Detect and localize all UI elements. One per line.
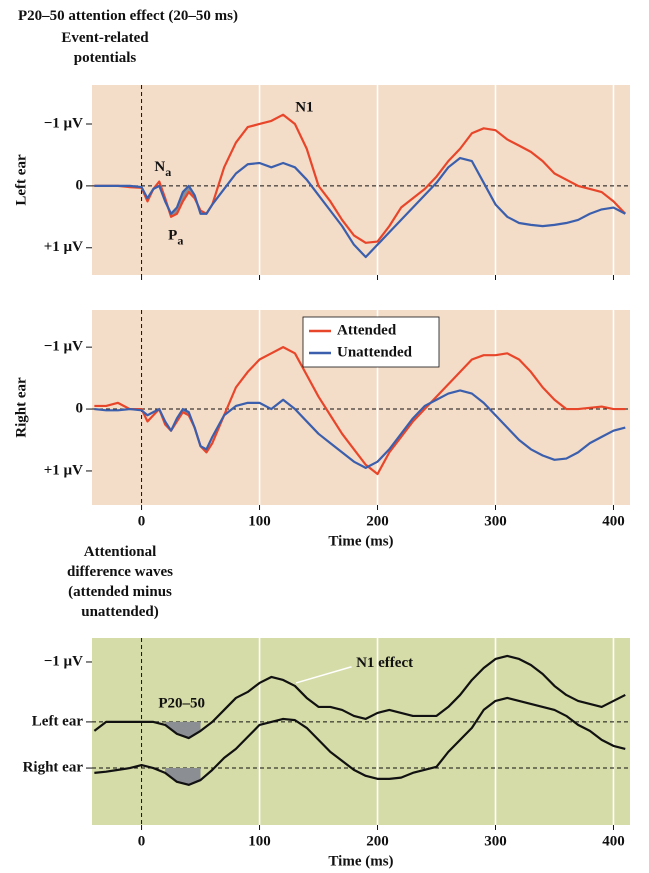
legend-label: Unattended bbox=[337, 344, 413, 360]
x-tick-label: 300 bbox=[484, 833, 507, 849]
y-tick-label: −1 µV bbox=[44, 653, 83, 669]
y-axis-label: Left ear bbox=[13, 154, 29, 206]
annotation: P20–50 bbox=[158, 695, 205, 711]
x-tick-label: 100 bbox=[248, 833, 271, 849]
legend-label: Attended bbox=[337, 322, 397, 338]
annotation: Pa bbox=[168, 228, 183, 247]
annotation-leader bbox=[295, 666, 352, 684]
shaded-area bbox=[165, 721, 201, 739]
x-tick-label: 100 bbox=[248, 513, 271, 529]
x-tick-label: 300 bbox=[484, 513, 507, 529]
y-tick-label: −1 µV bbox=[44, 115, 83, 131]
plot-background bbox=[92, 85, 630, 275]
y-tick-label: Right ear bbox=[23, 759, 84, 775]
x-axis-label: Time (ms) bbox=[328, 853, 393, 869]
annotation-main: P bbox=[168, 228, 177, 244]
x-tick-label: 200 bbox=[366, 833, 389, 849]
legend-box bbox=[302, 316, 440, 368]
x-tick-label: 0 bbox=[138, 833, 146, 849]
annotation-main: N bbox=[154, 159, 165, 175]
panel-title: Event-related potentials bbox=[61, 30, 149, 66]
y-tick-label: +1 µV bbox=[44, 239, 83, 255]
annotation: Na bbox=[154, 159, 171, 178]
y-axis-label: Right ear bbox=[13, 377, 29, 438]
x-axis-label: Time (ms) bbox=[328, 533, 393, 549]
data-line bbox=[94, 696, 626, 786]
data-line bbox=[94, 389, 626, 469]
y-tick-label: −1 µV bbox=[44, 339, 83, 355]
x-tick-label: 400 bbox=[602, 513, 625, 529]
annotation: N1 effect bbox=[356, 655, 413, 671]
annotation-subscript: a bbox=[177, 233, 183, 247]
figure-title: P20–50 attention effect (20–50 ms) bbox=[18, 8, 238, 24]
x-tick-label: 0 bbox=[138, 513, 146, 529]
annotation: N1 bbox=[295, 99, 313, 115]
x-tick-label: 200 bbox=[366, 513, 389, 529]
annotation-subscript: a bbox=[165, 165, 171, 179]
y-tick-label: 0 bbox=[76, 177, 84, 193]
x-tick-label: 400 bbox=[602, 833, 625, 849]
y-tick-label: 0 bbox=[76, 400, 84, 416]
data-line bbox=[93, 654, 626, 740]
shaded-area bbox=[165, 768, 201, 785]
y-tick-label: Left ear bbox=[32, 713, 84, 729]
panel-title: Attentional difference waves (attended m… bbox=[67, 544, 173, 620]
y-tick-label: +1 µV bbox=[44, 462, 83, 478]
data-line bbox=[94, 156, 626, 259]
